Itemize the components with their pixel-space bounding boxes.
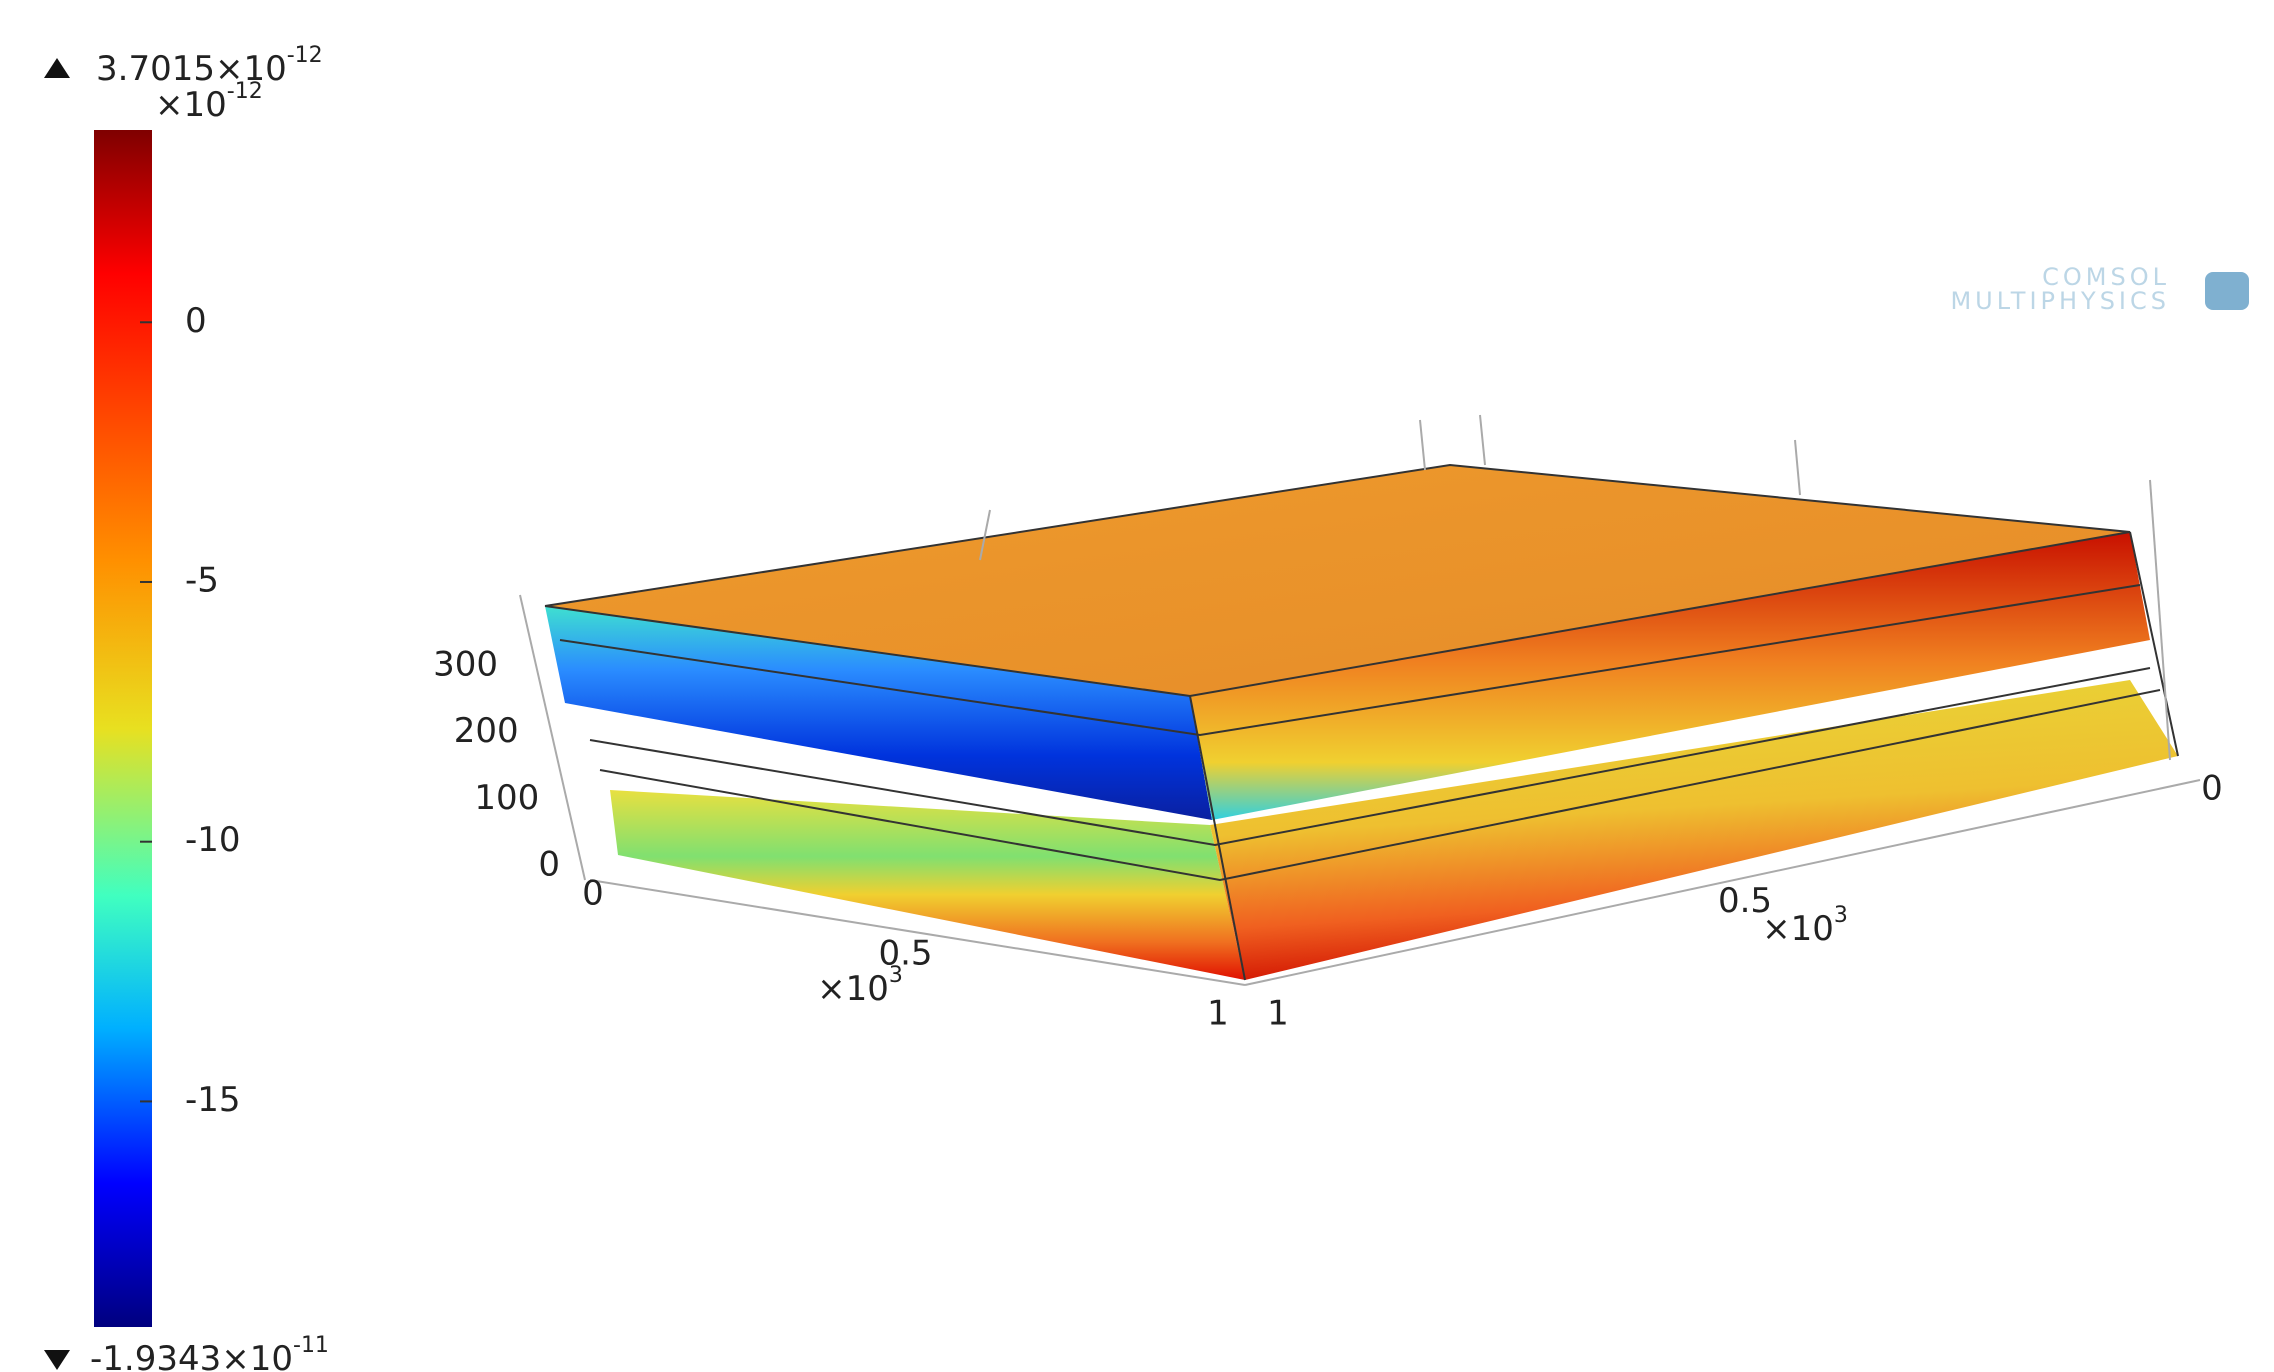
multiplier-base: ×10: [817, 969, 889, 1009]
max-arrow: [44, 58, 70, 78]
y-axis-tick-label: 1: [1267, 994, 1289, 1034]
z-axis-tick-label: 0: [538, 845, 560, 885]
multiplier-base: ×10: [155, 85, 227, 125]
x-axis-tick-label: 0: [582, 874, 604, 914]
z-axis-tick-label: 200: [454, 711, 519, 751]
logo: COMSOL MULTIPHYSICS: [1950, 263, 2249, 315]
min-mantissa: -1.9343×10: [90, 1339, 293, 1372]
y-axis-tick-label: 0: [2201, 769, 2223, 809]
colorbar-gradient: [94, 130, 152, 1327]
min-exponent: -11: [293, 1333, 329, 1358]
colorbar-tick-label: -5: [185, 560, 219, 600]
multiplier: ×10-12: [155, 79, 263, 125]
multiplier-exponent: 3: [889, 963, 903, 988]
min-label: -1.9343×10-11: [90, 1333, 329, 1372]
axis-multiplier: ×103: [817, 963, 903, 1009]
volume: [520, 415, 2200, 985]
multiplier-exponent: -12: [227, 79, 263, 104]
x-axis-tick-label: 0.5: [878, 934, 932, 974]
colorbar: 3.7015×10-12 ×10-12 -1.9343×10-11 0-5-10…: [44, 43, 329, 1372]
z-axis-tick-label: 300: [433, 645, 498, 685]
x-axis-tick-label: 1: [1207, 994, 1229, 1034]
logo-icon: [2205, 272, 2249, 310]
z-axis-tick-label: 100: [474, 778, 539, 818]
axis-multiplier: ×103: [1762, 903, 1848, 949]
min-arrow: [44, 1350, 70, 1370]
max-label: 3.7015×10-12: [96, 43, 323, 89]
logo-line: MULTIPHYSICS: [1950, 287, 2170, 315]
max-exponent: -12: [287, 43, 323, 68]
colorbar-tick-label: 0: [185, 301, 207, 341]
multiplier-base: ×10: [1762, 909, 1834, 949]
multiplier-exponent: 3: [1834, 903, 1848, 928]
plot: COMSOL MULTIPHYSICS 00.51×10300.51: [0, 0, 2274, 1372]
colorbar-tick-label: -10: [185, 820, 241, 860]
colorbar-tick-label: -15: [185, 1080, 241, 1120]
